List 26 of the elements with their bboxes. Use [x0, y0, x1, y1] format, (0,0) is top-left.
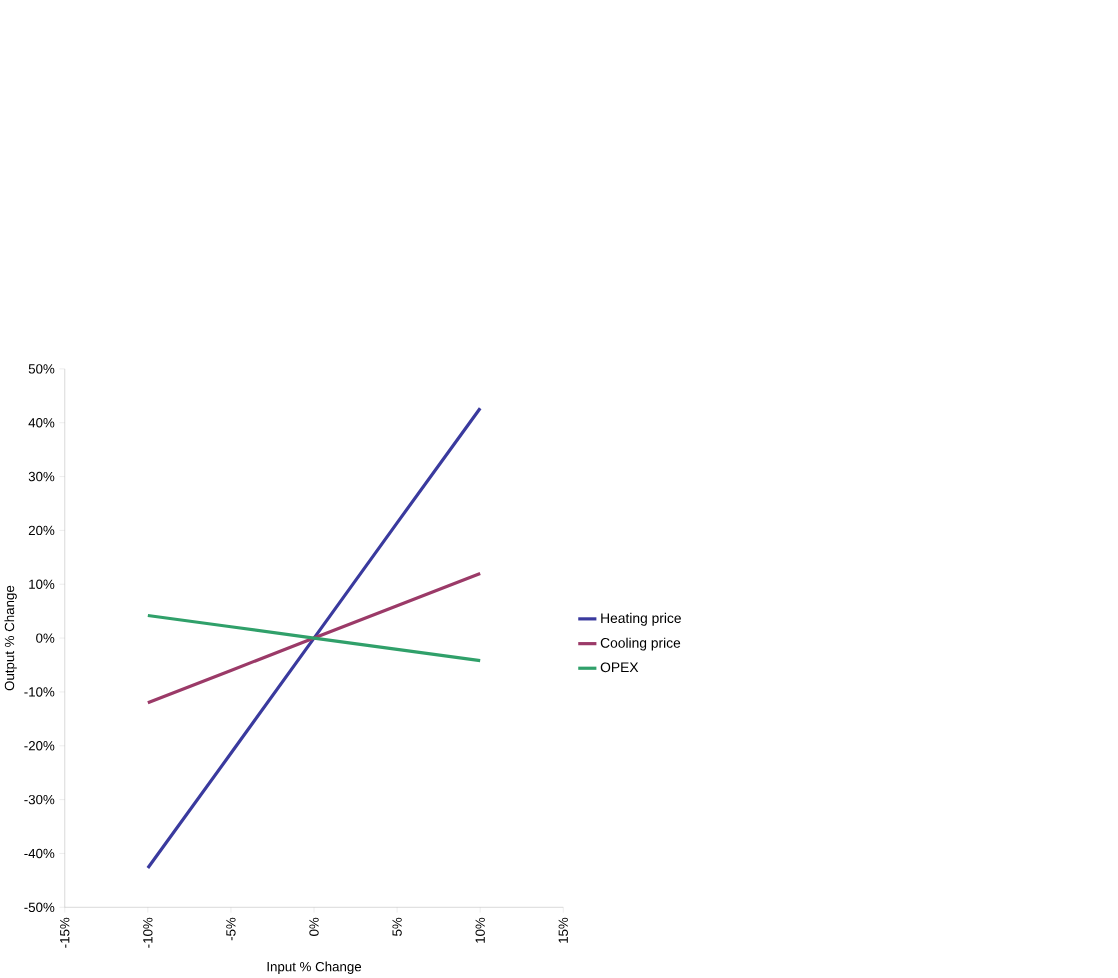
legend-label: Heating price [601, 612, 681, 626]
line-series [146, 406, 482, 870]
legend-label: Cooling price [600, 637, 681, 651]
y-tick-label: -10% [24, 687, 55, 697]
y-tick-label: 20% [28, 525, 55, 535]
x-axis-title: Input % Change [267, 961, 362, 974]
y-tick-label: -30% [24, 794, 55, 805]
y-tick-label: 50% [28, 363, 55, 374]
x-tick-label: 15% [558, 917, 568, 943]
y-tick-label: 30% [28, 471, 55, 482]
y-tick-label: 40% [28, 417, 55, 428]
y-tick-label: 0% [36, 633, 55, 643]
line-series [146, 571, 482, 705]
y-tick-label: -20% [24, 740, 55, 751]
x-tick-label: -10% [143, 917, 153, 948]
x-tick-label: 10% [475, 917, 485, 943]
y-tick-label: 10% [29, 579, 55, 589]
x-tick-label: 5% [392, 917, 402, 936]
line-series [146, 613, 482, 663]
x-tick-label: -5% [226, 917, 236, 941]
y-tick-label: -50% [24, 902, 55, 912]
x-tick-label: 0% [309, 917, 319, 936]
x-tick-label: -15% [60, 917, 70, 948]
y-axis-title: Output % Change [4, 585, 17, 691]
legend-label: OPEX [600, 662, 639, 672]
y-tick-label: -40% [24, 848, 55, 858]
